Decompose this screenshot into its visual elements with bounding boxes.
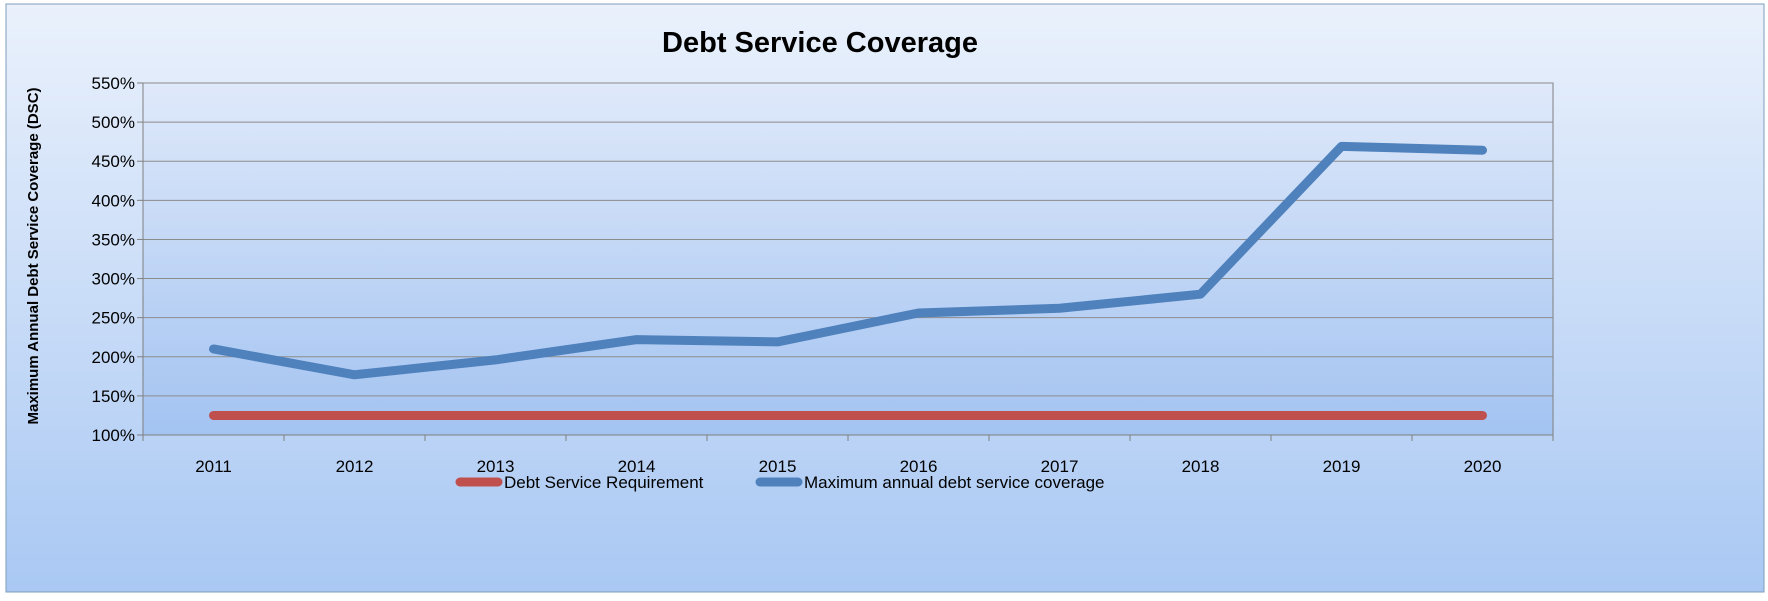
series [209,141,1487,420]
series-line-1 [209,141,1487,380]
data-point [213,348,214,350]
y-tick-label: 450% [92,152,135,171]
data-point [918,312,919,314]
x-tick-label: 2016 [900,457,938,476]
y-tick-label: 100% [92,426,135,445]
y-tick-label: 250% [92,309,135,328]
y-tick-label: 550% [92,74,135,93]
chart-title: Debt Service Coverage [662,27,978,59]
data-point [354,414,355,416]
data-point [1341,414,1342,416]
data-point [1482,414,1483,416]
data-point [1059,414,1060,416]
data-point [777,341,778,343]
legend: Debt Service Requirement Maximum annual d… [455,473,1104,492]
data-point [918,414,919,416]
data-point [1059,307,1060,309]
y-tick-label: 200% [92,348,135,367]
data-point [1341,145,1342,147]
axes: 100% 150% 200% 250% 300% 350% 400% 450% 500% 550%… [92,74,1554,476]
y-axis-label: Maximum Annual Debt Service Coverage (DS… [25,87,42,424]
x-tick-label: 2018 [1182,457,1220,476]
x-tick-label: 2014 [618,457,656,476]
data-point [636,414,637,416]
data-point [1200,414,1201,416]
data-point [495,414,496,416]
plot-area [142,82,1554,436]
data-point [1482,149,1483,151]
x-tick-label: 2020 [1464,457,1502,476]
x-tick-label: 2013 [477,457,515,476]
y-tick-label: 350% [92,230,135,249]
legend-label: Debt Service Requirement [504,473,704,492]
y-tick-label: 400% [92,191,135,210]
y-tick-label: 500% [92,113,135,132]
data-point [495,359,496,361]
data-point [636,339,637,341]
legend-label: Maximum annual debt service coverage [804,473,1104,492]
data-point [1200,293,1201,295]
x-tick-label: 2011 [195,457,232,476]
y-tick-label: 300% [92,270,135,289]
data-point [777,414,778,416]
x-tick-label: 2017 [1041,457,1079,476]
x-tick-label: 2012 [336,457,374,476]
data-point [213,414,214,416]
y-tick-label: 150% [92,387,135,406]
gridlines [143,82,1553,397]
x-tick-label: 2019 [1323,457,1361,476]
data-point [354,374,355,376]
x-tick-label: 2015 [759,457,797,476]
